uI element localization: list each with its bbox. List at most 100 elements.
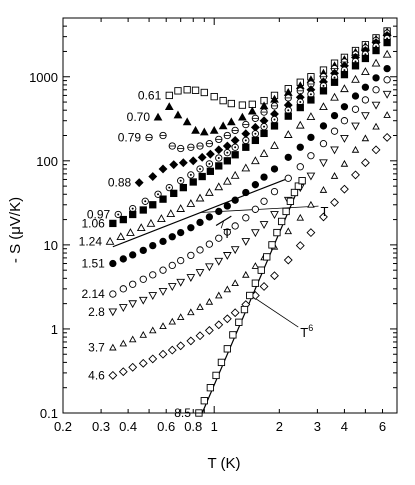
data-point-center [354,60,357,63]
data-point-center [309,93,312,96]
data-point [284,227,293,235]
data-point [226,117,236,126]
data-point [200,88,208,97]
data-point [296,143,304,151]
series-1.06 [109,38,391,228]
data-point-center [234,146,237,149]
data-point [222,141,232,151]
data-point [248,100,256,108]
data-point [361,96,370,104]
reference-line-label: T [320,204,328,219]
data-point [251,262,260,269]
data-point [296,103,304,112]
data-point [129,251,137,259]
data-point [371,101,381,110]
data-point [205,149,215,159]
data-point [238,112,247,121]
data-point [157,214,166,223]
data-point [306,172,316,181]
data-point [259,221,269,229]
data-point [229,331,237,339]
data-point [330,127,339,135]
series-label: 1.06 [81,216,105,230]
data-point [187,308,195,316]
data-point [153,112,163,121]
data-point [165,91,173,100]
data-point-center [179,179,182,182]
data-point [227,99,235,108]
data-point [340,84,349,93]
x-tick-labels: 0.2 0.3 0.4 0.6 0.8 1 2 3 4 6 [54,419,386,434]
data-point [128,362,138,372]
data-point [146,218,156,227]
data-point [241,163,251,172]
data-point [284,112,292,120]
data-point-center [131,207,134,210]
data-point [260,197,268,205]
data-point [282,207,290,216]
data-point [251,156,260,165]
data-point-center [226,151,229,154]
data-point [270,165,279,173]
data-point [270,211,279,219]
y-tick-label: 0.1 [40,406,58,421]
data-point [108,308,118,317]
data-point [205,297,214,305]
y-tick-label: 10 [44,238,58,253]
x-tick-label: 0.4 [119,419,137,434]
plot-frame [62,17,398,414]
data-point [351,170,360,180]
data-point [260,173,268,181]
data-point [159,237,167,246]
data-point [214,182,224,191]
series-1.24 [105,49,392,245]
data-point [134,178,144,188]
reference-line-label: T6 [300,323,313,340]
data-point [251,136,260,145]
data-point [128,335,137,343]
data-point [191,125,200,134]
data-point [242,143,250,151]
data-point [351,62,360,70]
data-point [148,326,157,334]
data-point [361,83,370,91]
data-point [257,266,265,274]
data-point [351,74,360,83]
data-point [178,158,188,168]
data-point [295,120,305,129]
data-point [372,86,380,94]
data-point [109,290,117,298]
data-point-center [217,157,220,160]
data-point [187,224,195,232]
data-point [174,87,182,95]
data-point [166,209,176,218]
data-point [330,92,339,101]
x-axis-label: T (K) [207,455,240,472]
data-point [306,228,316,238]
data-point [167,345,177,355]
data-point [176,313,185,321]
data-point [307,152,315,160]
series-label: 8.5 [174,406,191,420]
data-point [177,228,185,237]
data-point [109,219,117,228]
data-point [268,241,276,249]
data-point [214,320,224,330]
data-point [167,283,177,292]
data-point [247,106,257,115]
data-point [129,280,137,288]
data-point [158,164,168,174]
data-point [126,228,135,236]
data-point [361,67,370,75]
data-point [168,317,177,325]
data-point [196,218,204,227]
data-point [196,246,204,254]
data-point [186,336,196,346]
data-point [298,177,306,185]
data-point [246,291,254,300]
data-point-center [343,69,346,72]
data-point [383,76,391,84]
y-tick-label: 100 [36,154,58,169]
data-point [204,325,214,335]
